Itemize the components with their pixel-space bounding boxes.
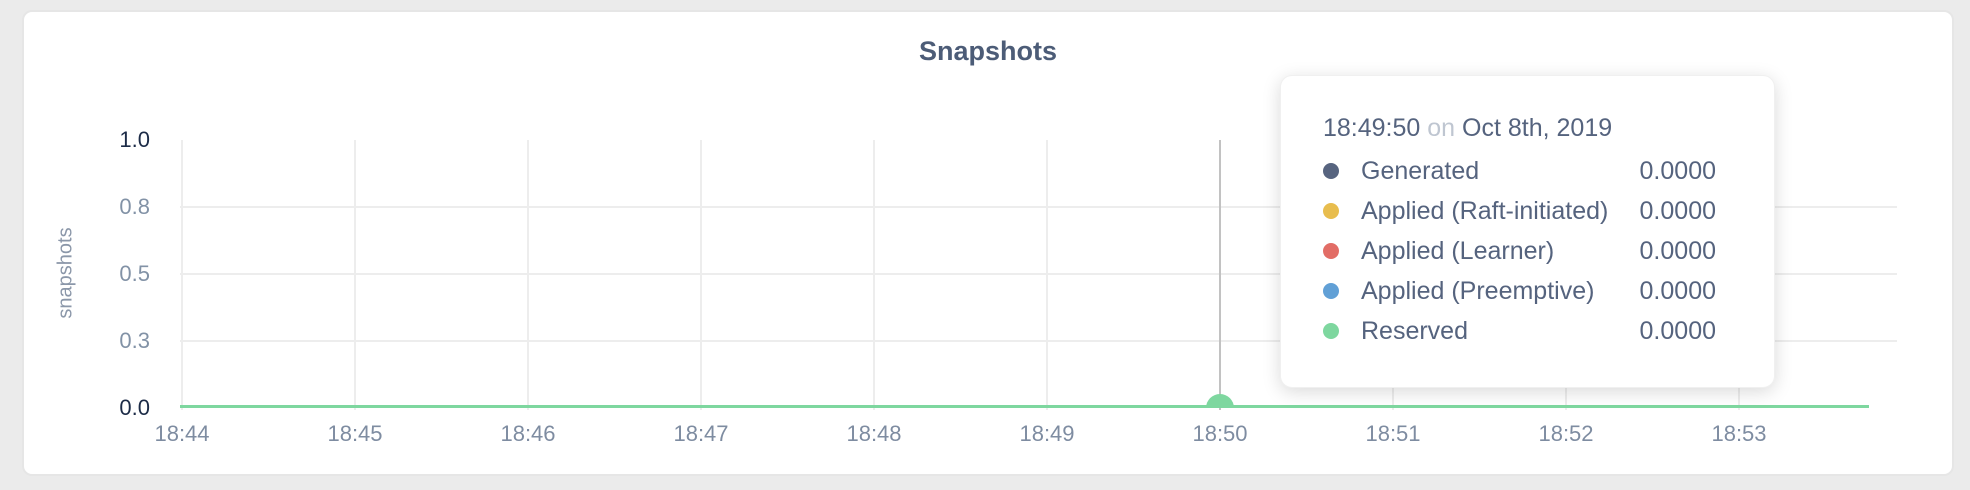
tooltip-connector: on [1427,114,1456,142]
crosshair-line [1219,140,1221,410]
gridline-vertical [700,140,702,410]
x-tick-label: 18:44 [154,421,210,446]
hover-point-dot [1206,394,1234,408]
series-name: Applied (Raft-initiated) [1361,196,1609,225]
series-name: Applied (Preemptive) [1361,276,1595,305]
x-tick-label: 18:53 [1711,421,1767,446]
series-name: Generated [1361,156,1480,185]
tooltip-timestamp: 18:49:50 on Oct 8th, 2019 [1323,114,1716,143]
x-tick-label: 18:51 [1365,421,1421,446]
x-tick-label: 18:52 [1538,421,1594,446]
x-tick-label: 18:47 [673,421,729,446]
y-tick-label: 1.0 [119,127,150,152]
gridline-horizontal [180,340,1897,342]
series-color-dot [1323,203,1339,219]
series-value: 0.0000 [1639,196,1716,225]
chart-title: Snapshots [918,36,1058,66]
y-tick-label: 0.3 [119,328,150,353]
tooltip-legend-row: Reserved 0.0000 [1323,311,1716,351]
y-tick-label: 0.8 [119,194,150,219]
tooltip-time: 18:49:50 [1323,114,1421,142]
x-tick-label: 18:46 [500,421,556,446]
series-name: Reserved [1361,316,1468,345]
gridline-vertical [873,140,875,410]
tooltip-legend: Generated 0.0000 Applied (Raft-initiated… [1323,151,1716,351]
x-tick-label: 18:48 [846,421,902,446]
tooltip-date: Oct 8th, 2019 [1462,114,1613,142]
series-value: 0.0000 [1639,236,1716,265]
tooltip-legend-row: Applied (Learner) 0.0000 [1323,231,1716,271]
series-value: 0.0000 [1639,316,1716,345]
series-color-dot [1323,163,1339,179]
series-color-dot [1323,243,1339,259]
gridline-vertical [354,140,356,410]
hover-point-dot-circle [1206,394,1234,408]
tooltip-legend-row: Generated 0.0000 [1323,151,1716,191]
series-line-reserved [180,405,1869,408]
series-color-dot [1323,323,1339,339]
series-value: 0.0000 [1639,276,1716,305]
series-color-dot [1323,283,1339,299]
gridline-horizontal [180,206,1897,208]
y-tick-label: 0.5 [119,261,150,286]
series-name: Applied (Learner) [1361,236,1555,265]
gridline-vertical [527,140,529,410]
y-tick-label: 0.0 [119,395,150,420]
gridline-vertical [1046,140,1048,410]
tooltip-legend-row: Applied (Raft-initiated) 0.0000 [1323,191,1716,231]
gridline-vertical [181,140,183,410]
gridline-horizontal [180,273,1897,275]
series-value: 0.0000 [1639,156,1716,185]
tooltip-legend-row: Applied (Preemptive) 0.0000 [1323,271,1716,311]
x-tick-label: 18:49 [1019,421,1075,446]
x-tick-label: 18:45 [327,421,383,446]
x-tick-label: 18:50 [1192,421,1248,446]
tooltip: 18:49:50 on Oct 8th, 2019 Generated 0.00… [1280,75,1775,388]
